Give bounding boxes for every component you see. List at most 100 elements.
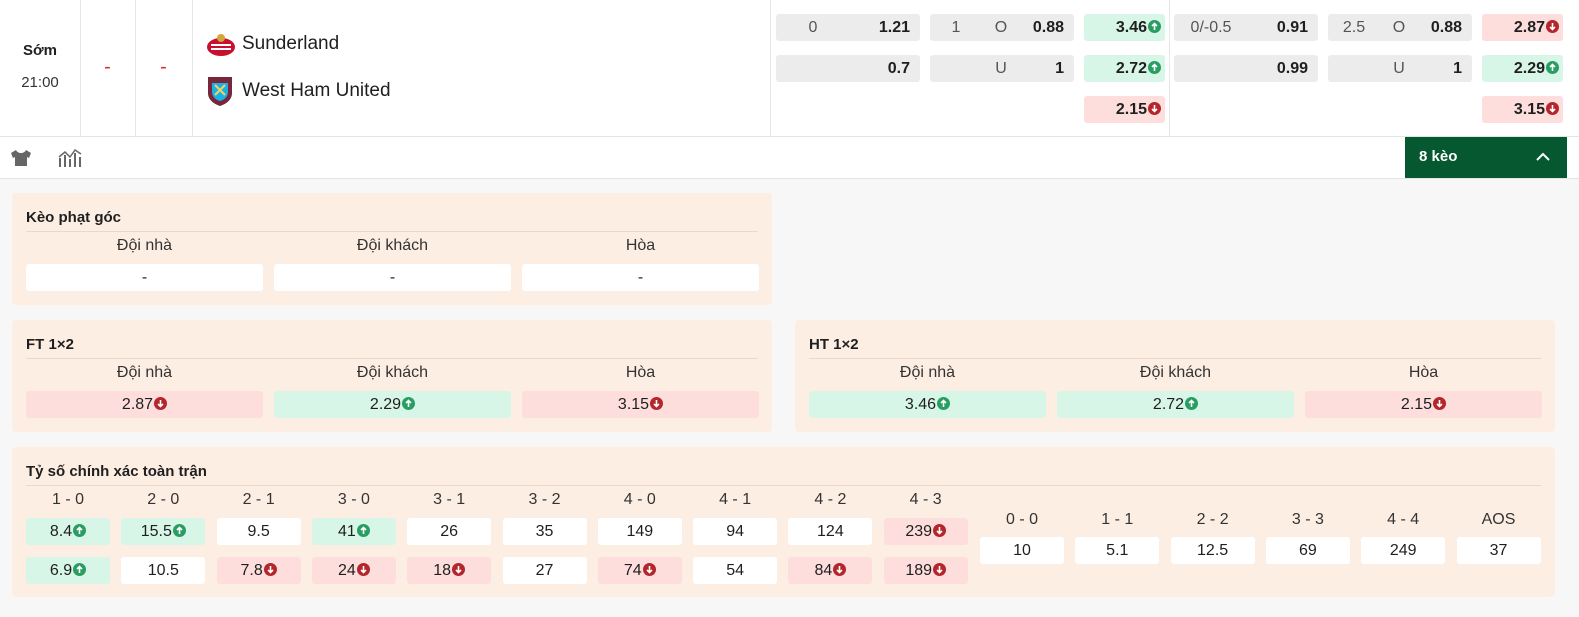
odds-text[interactable]: 2.15 bbox=[1400, 396, 1433, 413]
odds-cell[interactable]: 27 bbox=[502, 557, 587, 584]
odds-cell[interactable]: 2.87 bbox=[26, 391, 263, 418]
odds-text[interactable]: 2.15 bbox=[1115, 101, 1147, 118]
odds-text[interactable]: 149 bbox=[626, 523, 654, 540]
home-team[interactable]: Sunderland bbox=[242, 33, 340, 54]
odds-text[interactable]: 2.5 bbox=[1342, 19, 1366, 36]
odds-text[interactable]: O bbox=[994, 19, 1008, 36]
odds-cell[interactable]: 5.1 bbox=[1075, 537, 1160, 564]
odds-cell[interactable]: 18 bbox=[407, 557, 492, 584]
odds-value[interactable]: 0.88 bbox=[1033, 14, 1064, 41]
odds-cell[interactable]: 26 bbox=[407, 518, 492, 545]
odds-label[interactable]: 2.5 bbox=[1343, 14, 1365, 41]
odds-box[interactable]: 0.7 bbox=[776, 55, 920, 82]
odds-box[interactable]: 3.15 bbox=[1482, 96, 1563, 123]
odds-text[interactable]: 1 bbox=[1453, 60, 1462, 77]
odds-cell[interactable]: 9.5 bbox=[216, 518, 301, 545]
odds-text[interactable]: 3.15 bbox=[617, 396, 650, 413]
odds-text[interactable]: 26 bbox=[440, 523, 459, 540]
odds-text[interactable]: 18 bbox=[433, 562, 452, 579]
odds-text[interactable]: 0.88 bbox=[1032, 19, 1064, 36]
odds-text[interactable]: 189 bbox=[905, 562, 933, 579]
odds-text[interactable]: - bbox=[389, 269, 396, 286]
odds-text[interactable]: 2.29 bbox=[1513, 60, 1545, 77]
odds-text[interactable]: 3.15 bbox=[1513, 101, 1545, 118]
odds-text[interactable]: 124 bbox=[817, 523, 844, 540]
odds-text[interactable]: 6.9 bbox=[49, 562, 73, 579]
odds-cell[interactable]: - bbox=[522, 264, 759, 291]
odds-cell[interactable]: 249 bbox=[1361, 537, 1446, 564]
odds-text[interactable]: 2.29 bbox=[369, 396, 402, 413]
odds-cell[interactable]: 10.5 bbox=[121, 557, 206, 584]
odds-text[interactable]: 37 bbox=[1489, 542, 1508, 559]
odds-label[interactable]: 0 bbox=[809, 14, 818, 41]
odds-label[interactable]: 0/-0.5 bbox=[1191, 14, 1232, 41]
odds-cell[interactable]: 124 bbox=[788, 518, 873, 545]
odds-value[interactable]: 2.87 bbox=[1514, 14, 1559, 41]
odds-text[interactable]: 1.21 bbox=[878, 19, 910, 36]
odds-text[interactable]: 12.5 bbox=[1197, 542, 1229, 559]
odds-box[interactable]: 0.99 bbox=[1174, 55, 1318, 82]
odds-label[interactable]: U bbox=[995, 55, 1007, 82]
odds-text[interactable]: 0.7 bbox=[887, 60, 910, 77]
odds-cell[interactable]: 94 bbox=[693, 518, 778, 545]
odds-box[interactable]: 0 1.21 bbox=[776, 14, 920, 41]
odds-box[interactable]: 2.87 bbox=[1482, 14, 1563, 41]
odds-label[interactable]: O bbox=[1393, 14, 1405, 41]
odds-label[interactable]: U bbox=[1393, 55, 1405, 82]
odds-cell[interactable]: 41 bbox=[311, 518, 396, 545]
odds-cell[interactable]: 2.15 bbox=[1305, 391, 1542, 418]
odds-box[interactable]: 0/-0.5 0.91 bbox=[1174, 14, 1318, 41]
odds-cell[interactable]: 239 bbox=[883, 518, 968, 545]
odds-text[interactable]: O bbox=[1392, 19, 1406, 36]
away-team[interactable]: West Ham United bbox=[242, 80, 391, 101]
odds-cell[interactable]: 24 bbox=[311, 557, 396, 584]
odds-text[interactable]: 2.87 bbox=[121, 396, 154, 413]
odds-text[interactable]: 2.87 bbox=[1513, 19, 1545, 36]
odds-cell[interactable]: 2.29 bbox=[274, 391, 511, 418]
odds-text[interactable]: U bbox=[995, 60, 1007, 77]
odds-text[interactable]: 15.5 bbox=[140, 523, 172, 540]
shirt-icon[interactable] bbox=[10, 149, 32, 167]
odds-value[interactable]: 2.29 bbox=[1514, 55, 1559, 82]
odds-text[interactable]: 9.5 bbox=[247, 523, 270, 540]
odds-text[interactable]: 10.5 bbox=[147, 562, 179, 579]
odds-text[interactable]: 94 bbox=[726, 523, 744, 540]
odds-box[interactable]: 2.5 O 0.88 bbox=[1328, 14, 1472, 41]
odds-text[interactable]: 41 bbox=[337, 523, 356, 540]
odds-text[interactable]: 239 bbox=[905, 523, 933, 540]
odds-text[interactable]: 84 bbox=[814, 562, 833, 579]
odds-value[interactable]: 2.15 bbox=[1116, 96, 1161, 123]
odds-cell[interactable]: 69 bbox=[1265, 537, 1350, 564]
odds-cell[interactable]: 189 bbox=[883, 557, 968, 584]
odds-label[interactable]: 1 bbox=[952, 14, 961, 41]
odds-text[interactable]: 0.99 bbox=[1276, 60, 1308, 77]
odds-text[interactable]: 10 bbox=[1013, 542, 1031, 559]
odds-value[interactable]: 1 bbox=[1055, 55, 1064, 82]
odds-value[interactable]: 0.88 bbox=[1431, 14, 1462, 41]
odds-text[interactable]: 0.88 bbox=[1430, 19, 1462, 36]
odds-value[interactable]: 0.91 bbox=[1277, 14, 1308, 41]
odds-text[interactable]: 54 bbox=[726, 562, 744, 579]
odds-value[interactable]: 1.21 bbox=[879, 14, 910, 41]
odds-text[interactable]: 1 bbox=[1055, 60, 1064, 77]
home-logo[interactable] bbox=[205, 32, 237, 58]
chevron-up[interactable] bbox=[1535, 151, 1551, 163]
odds-text[interactable]: 69 bbox=[1298, 542, 1317, 559]
more-odds-button[interactable]: 8 kèo bbox=[1405, 137, 1567, 178]
odds-box[interactable]: 2.72 bbox=[1084, 55, 1165, 82]
odds-cell[interactable]: 37 bbox=[1456, 537, 1541, 564]
more-odds-label[interactable]: 8 kèo bbox=[1419, 148, 1458, 165]
odds-text[interactable]: 8.4 bbox=[49, 523, 73, 540]
odds-value[interactable]: 3.15 bbox=[1514, 96, 1559, 123]
odds-box[interactable]: 2.15 bbox=[1084, 96, 1165, 123]
odds-text[interactable]: 24 bbox=[337, 562, 356, 579]
odds-box[interactable]: 1 O 0.88 bbox=[930, 14, 1074, 41]
odds-cell[interactable]: 2.72 bbox=[1057, 391, 1294, 418]
odds-text[interactable]: 3.46 bbox=[904, 396, 937, 413]
away-logo[interactable] bbox=[206, 75, 234, 107]
odds-cell[interactable]: 3.46 bbox=[809, 391, 1046, 418]
odds-cell[interactable]: 8.4 bbox=[26, 518, 110, 545]
odds-text[interactable]: 2.72 bbox=[1115, 60, 1147, 77]
odds-text[interactable]: 249 bbox=[1389, 542, 1417, 559]
